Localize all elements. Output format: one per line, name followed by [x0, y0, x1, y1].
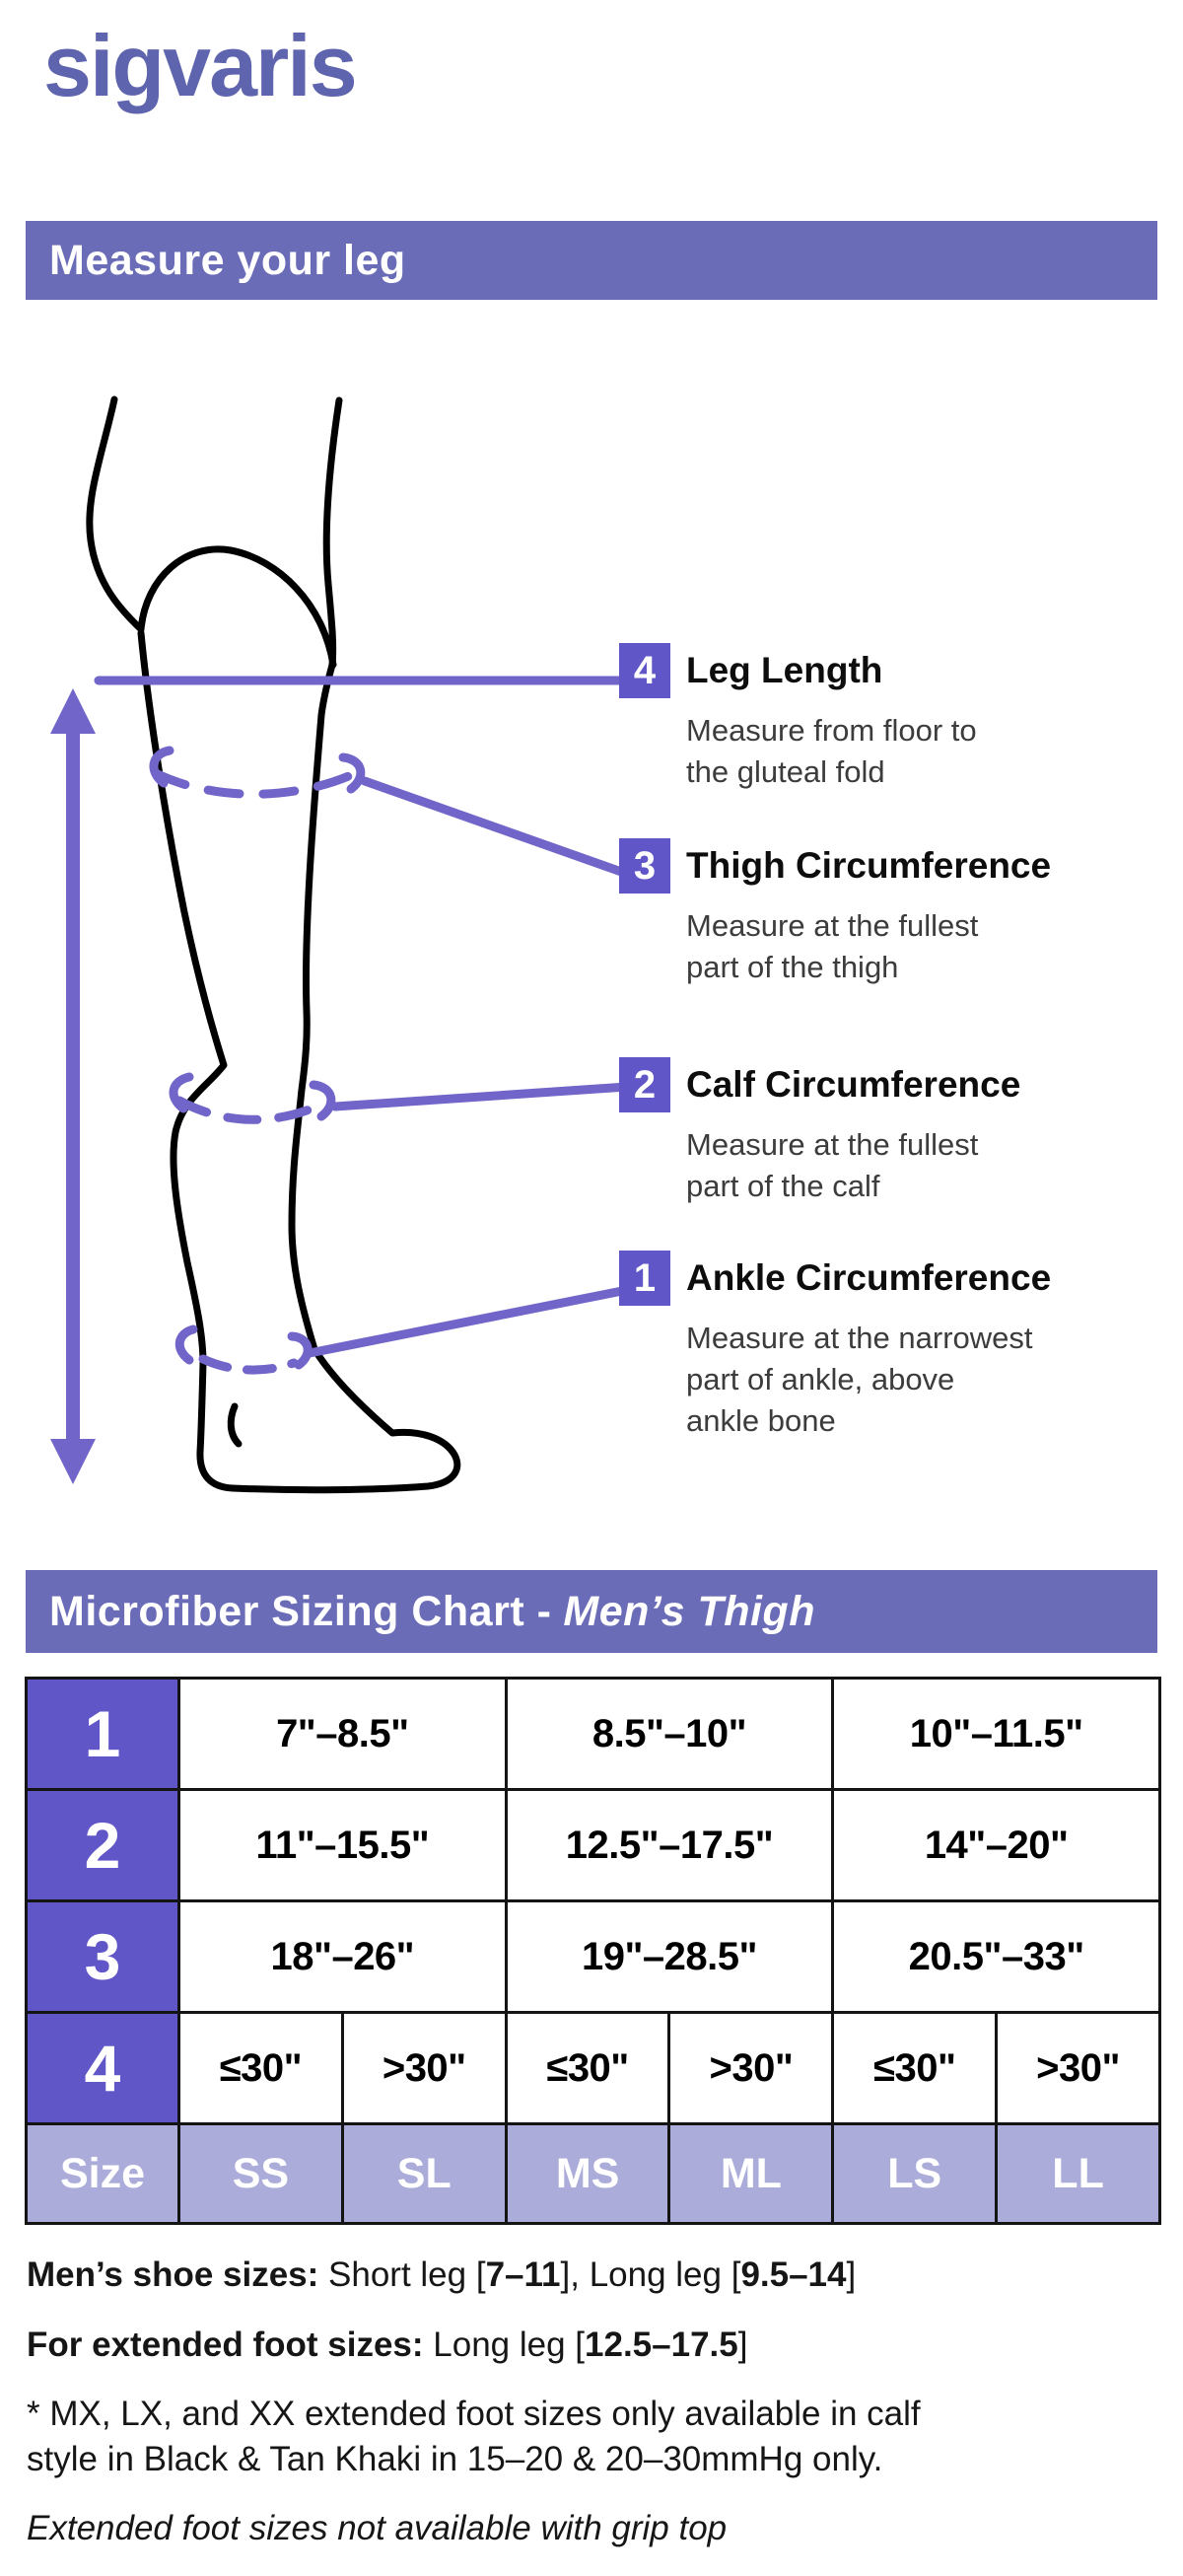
measure-banner-title: Measure your leg — [49, 236, 406, 284]
footnote-text: ] — [846, 2255, 857, 2294]
callout-ankle-circumference: 1 Ankle Circumference Measure at the narro… — [619, 1251, 1177, 1442]
sigvaris-logo: sigvaris — [43, 17, 358, 114]
callout-leg-length: 4 Leg Length Measure from floor to the glu… — [619, 643, 1177, 793]
callout-calf-circumference: 2 Calf Circumference Measure at the fulles… — [619, 1057, 1177, 1207]
callout-title: Ankle Circumference — [686, 1257, 1052, 1298]
size-code-cell: ML — [667, 2122, 835, 2225]
microfiber-sizing-table: 1 7"–8.5" 8.5"–10" 10"–11.5" 2 11"–15.5" 12.5"… — [25, 1677, 1161, 2225]
footnote-bold-text: For extended foot sizes: — [27, 2325, 434, 2364]
size-code-cell: MS — [504, 2122, 671, 2225]
measurement-range-cell: 11"–15.5" — [177, 1788, 508, 1902]
size-code-cell: SL — [340, 2122, 508, 2225]
callout-title: Calf Circumference — [686, 1064, 1021, 1105]
table-row-measurement-1: 1 7"–8.5" 8.5"–10" 10"–11.5" — [25, 1677, 1161, 1791]
measurement-range-cell: 19"–28.5" — [504, 1899, 835, 2014]
measurement-range-cell: 14"–20" — [831, 1788, 1161, 1902]
footnote-italic-text: Extended foot sizes not available with g… — [27, 2509, 728, 2547]
ankle-circumference-ellipse — [174, 1285, 632, 1375]
footnote-bold-text: Men’s shoe sizes: — [27, 2255, 329, 2294]
size-code-cell: LL — [995, 2122, 1161, 2225]
measurement-range-cell: ≤30" — [177, 2011, 344, 2125]
callout-description: Measure at the narrowest part of ankle, … — [686, 1321, 1033, 1439]
measurement-range-cell: 10"–11.5" — [831, 1677, 1161, 1791]
measurement-range-cell: 7"–8.5" — [177, 1677, 508, 1791]
size-header-cell: Size — [25, 2122, 180, 2225]
callout-title: Thigh Circumference — [686, 845, 1052, 886]
measurement-range-cell: 18"–26" — [177, 1899, 508, 2014]
measurement-range-cell: 20.5"–33" — [831, 1899, 1161, 2014]
row-number-cell: 4 — [25, 2011, 180, 2125]
leg-measurement-diagram — [50, 395, 638, 1494]
callout-description: Measure from floor to the gluteal fold — [686, 713, 977, 790]
leg-length-arrow — [50, 688, 96, 1484]
row-number-cell: 2 — [25, 1788, 180, 1902]
footnote-text: Long leg [ — [433, 2325, 586, 2364]
footnote-bold-text: 7–11 — [485, 2255, 561, 2294]
table-row-measurement-2: 2 11"–15.5" 12.5"–17.5" 14"–20" — [25, 1788, 1161, 1902]
size-code-cell: LS — [831, 2122, 999, 2225]
callout-description: Measure at the fullest part of the thigh — [686, 908, 979, 985]
sizing-chart-title: Microfiber Sizing Chart - — [49, 1587, 552, 1635]
callout-thigh-circumference: 3 Thigh Circumference Measure at the fulle… — [619, 838, 1177, 988]
callout-number-badge: 3 — [619, 838, 670, 894]
footnote-text: ], Long leg [ — [560, 2255, 741, 2294]
footnotes: Men’s shoe sizes: Short leg [7–11], Long… — [27, 2253, 1160, 2576]
ankle-connector-line — [305, 1285, 632, 1358]
callout-number-badge: 1 — [619, 1251, 670, 1306]
measurement-range-cell: 12.5"–17.5" — [504, 1788, 835, 1902]
row-number-cell: 1 — [25, 1677, 180, 1791]
table-row-measurement-3: 3 18"–26" 19"–28.5" 20.5"–33" — [25, 1899, 1161, 2014]
measurement-range-cell: >30" — [667, 2011, 835, 2125]
calf-connector-line — [330, 1082, 632, 1111]
footnote-line: Men’s shoe sizes: Short leg [7–11], Long… — [27, 2253, 1160, 2298]
sizing-chart-title-italic: Men’s Thigh — [563, 1587, 815, 1635]
measurement-range-cell: ≤30" — [504, 2011, 671, 2125]
footnote-text: Short leg [ — [328, 2255, 486, 2294]
callout-title: Leg Length — [686, 650, 883, 690]
row-number-cell: 3 — [25, 1899, 180, 2014]
callout-description: Measure at the fullest part of the calf — [686, 1127, 979, 1204]
table-row-sizes: Size SS SL MS ML LS LL — [25, 2122, 1161, 2225]
size-code-cell: SS — [177, 2122, 344, 2225]
sizing-chart-banner: Microfiber Sizing Chart - Men’s Thigh — [26, 1570, 1157, 1653]
footnote-line: * MX, LX, and XX extended foot sizes onl… — [27, 2392, 1160, 2481]
leg-outline-illustration — [86, 395, 461, 1494]
thigh-connector-line — [360, 776, 632, 879]
measurement-marks — [50, 676, 638, 1484]
measurement-range-cell: >30" — [995, 2011, 1161, 2125]
measurement-range-cell: >30" — [340, 2011, 508, 2125]
table-row-measurement-4: 4 ≤30" >30" ≤30" >30" ≤30" >30" — [25, 2011, 1161, 2125]
footnote-bold-text: 9.5–14 — [740, 2255, 847, 2294]
footnote-text: * MX, LX, and XX extended foot sizes onl… — [27, 2395, 921, 2478]
ankle-bone-mark — [227, 1402, 243, 1448]
footnote-line: Extended foot sizes not available with g… — [27, 2506, 1160, 2551]
calf-circumference-ellipse — [169, 1072, 632, 1124]
measurement-range-cell: 8.5"–10" — [504, 1677, 835, 1791]
callout-number-badge: 4 — [619, 643, 670, 698]
footnote-bold-text: 12.5–17.5 — [585, 2325, 738, 2364]
callout-number-badge: 2 — [619, 1057, 670, 1112]
thigh-circumference-ellipse — [149, 746, 632, 879]
measurement-range-cell: ≤30" — [831, 2011, 999, 2125]
footnote-text: ] — [737, 2325, 748, 2364]
footnote-line: For extended foot sizes: Long leg [12.5–… — [27, 2323, 1160, 2368]
measure-your-leg-banner: Measure your leg — [26, 221, 1157, 300]
